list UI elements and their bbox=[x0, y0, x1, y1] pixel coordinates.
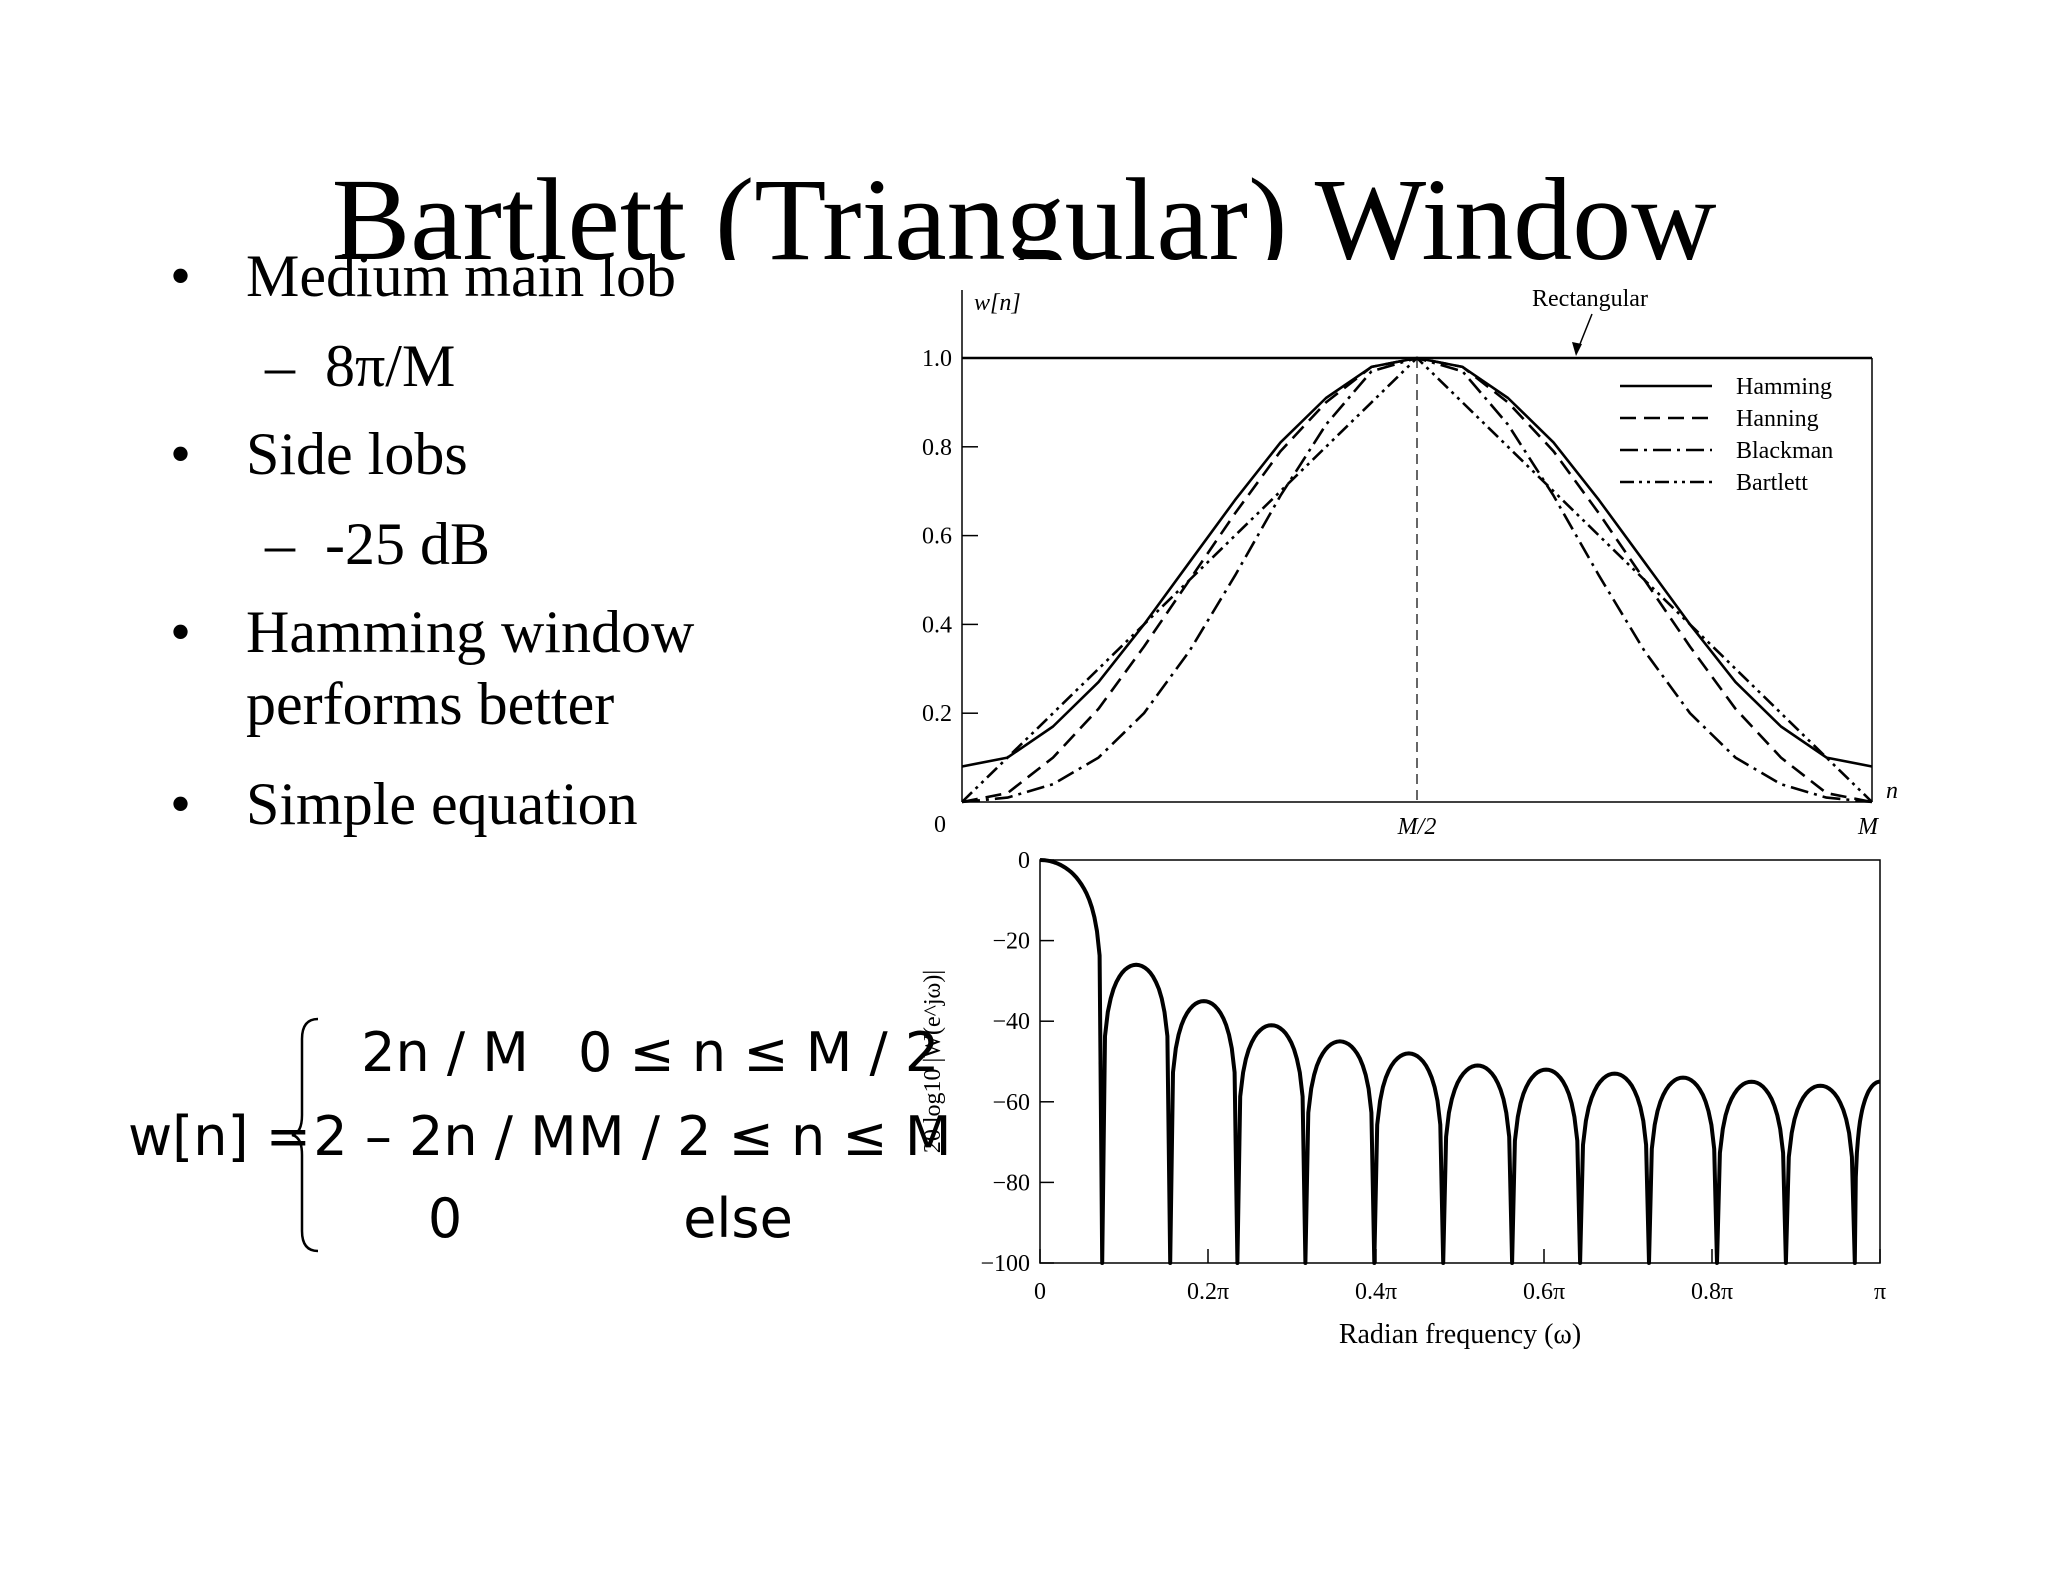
x-tick-label: π bbox=[1874, 1279, 1886, 1305]
y-tick-label: −40 bbox=[992, 1009, 1030, 1035]
bullet-symbol: • bbox=[170, 243, 192, 309]
window-shapes-chart: w[n] n 0.2 0.4 0.6 0.8 1.0 0 M/2 M Rectangular Hamm… bbox=[922, 286, 1898, 840]
y-tick-label: 0.6 bbox=[922, 524, 952, 550]
equation-row3-cond: else bbox=[683, 1187, 793, 1250]
legend-label: Hanning bbox=[1736, 406, 1819, 432]
y-axis-label: w[n] bbox=[974, 290, 1021, 316]
y-tick-label: −80 bbox=[992, 1170, 1030, 1196]
window-shapes-plot: w[n] n 0.2 0.4 0.6 0.8 1.0 0 M/2 M Rectangular Hamm… bbox=[922, 286, 1898, 840]
sub-bullet-text: -25 dB bbox=[325, 511, 490, 577]
annotation-arrowhead bbox=[1572, 342, 1582, 356]
x-tick-label: 0.6π bbox=[1523, 1279, 1565, 1305]
y-tick-label: 0 bbox=[1018, 848, 1030, 874]
y-axis-label: 20 log10 |W(e^jω)| bbox=[920, 970, 946, 1153]
legend-label: Hamming bbox=[1736, 374, 1832, 400]
y-tick-label: 1.0 bbox=[922, 346, 952, 372]
y-tick-label: 0.4 bbox=[922, 612, 952, 638]
bullet-text: Hamming window performs better bbox=[246, 599, 695, 737]
x-axis-label: n bbox=[1886, 778, 1898, 804]
left-brace bbox=[291, 1017, 319, 1253]
equation-lhs: w[n] = bbox=[128, 1105, 311, 1168]
x-tick-label: 0.4π bbox=[1355, 1279, 1397, 1305]
bullet-symbol: • bbox=[170, 599, 192, 665]
x-tick-label-end: M bbox=[1857, 814, 1880, 840]
spectrum-line bbox=[1039, 858, 1881, 1265]
y-tick-label: −20 bbox=[992, 929, 1030, 955]
bullet-symbol: • bbox=[170, 421, 192, 487]
bullet-text: Side lobs bbox=[246, 421, 468, 487]
y-tick-label: −60 bbox=[992, 1090, 1030, 1116]
equation-row2-expr: 2 – 2n / M bbox=[313, 1105, 577, 1168]
equation-row1-expr: 2n / M bbox=[361, 1021, 529, 1084]
series-line bbox=[961, 356, 1873, 803]
window-equation: w[n] = 2n / M 0 ≤ n ≤ M / 2 2 – 2n / M M… bbox=[120, 1015, 952, 1255]
y-tick-label: 0.8 bbox=[922, 435, 952, 461]
origin-label: 0 bbox=[934, 812, 946, 838]
bullet-symbol: • bbox=[170, 771, 192, 837]
x-tick-label: 0 bbox=[1034, 1279, 1046, 1305]
equation-row3-expr: 0 bbox=[427, 1187, 463, 1250]
rectangular-annotation: Rectangular bbox=[1532, 286, 1648, 312]
bullet-text: Medium main lob bbox=[246, 243, 676, 309]
equation-row2-cond: M / 2 ≤ n ≤ M bbox=[578, 1105, 952, 1168]
sub-bullet-symbol: – bbox=[265, 333, 295, 399]
plot-frame bbox=[1039, 859, 1881, 1264]
bullet-text: Simple equation bbox=[246, 771, 638, 837]
x-tick-label: 0.8π bbox=[1691, 1279, 1733, 1305]
y-tick-label: 0.2 bbox=[922, 701, 952, 727]
x-axis-label: Radian frequency (ω) bbox=[1339, 1319, 1581, 1350]
slide-title: Bartlett (Triangular) Window bbox=[331, 154, 1717, 260]
bullet-item: • Hamming window performs better bbox=[170, 596, 890, 746]
legend-label: Bartlett bbox=[1736, 470, 1808, 496]
sub-bullet-text: 8π/M bbox=[325, 333, 456, 399]
equation-row1-cond: 0 ≤ n ≤ M / 2 bbox=[578, 1021, 940, 1084]
sub-bullet-symbol: – bbox=[265, 511, 295, 577]
y-tick-label: −100 bbox=[980, 1251, 1030, 1277]
x-tick-label-mid: M/2 bbox=[1397, 814, 1437, 840]
legend-label: Blackman bbox=[1736, 438, 1833, 464]
x-tick-label: 0.2π bbox=[1187, 1279, 1229, 1305]
